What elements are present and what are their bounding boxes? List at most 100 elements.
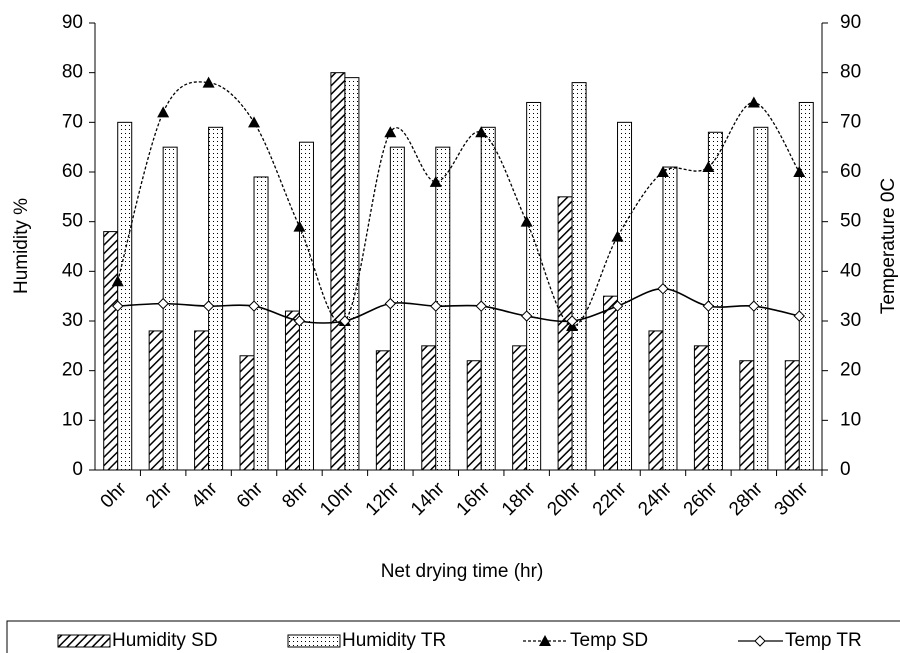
bar	[253, 176, 269, 471]
bar	[571, 82, 587, 471]
y-tick-label: 30	[62, 310, 83, 331]
bar	[284, 310, 300, 471]
marker	[748, 300, 760, 312]
bar	[512, 345, 528, 471]
y-axis-title: Humidity %	[11, 198, 32, 294]
y-tick-label: 90	[62, 12, 83, 33]
legend-marker	[539, 635, 551, 646]
bar	[603, 295, 619, 471]
y2-tick-label: 60	[840, 161, 861, 182]
bar	[344, 77, 360, 471]
x-tick-label: 22hr	[589, 478, 631, 520]
x-tick-label: 28hr	[725, 478, 767, 520]
marker	[339, 315, 351, 327]
bar	[421, 345, 437, 471]
bar	[208, 126, 224, 471]
x-tick-label: 0hr	[97, 478, 132, 513]
legend-key	[57, 634, 111, 648]
marker	[702, 300, 715, 312]
marker	[611, 230, 624, 242]
x-tick-label: 4hr	[187, 478, 222, 513]
bar	[103, 231, 119, 471]
y2-tick-label: 90	[840, 12, 861, 33]
marker	[657, 283, 669, 295]
marker	[157, 297, 169, 310]
legend-label: Temp SD	[570, 630, 648, 651]
bar	[662, 166, 678, 471]
y-tick-label: 50	[62, 211, 83, 232]
marker	[157, 106, 170, 118]
y-tick-label: 70	[62, 111, 83, 132]
bar	[707, 131, 723, 471]
y2-tick-label: 50	[840, 211, 861, 232]
y-tick-label: 40	[62, 260, 83, 281]
bar	[739, 360, 755, 471]
line	[117, 287, 800, 324]
legend-label: Humidity SD	[112, 630, 218, 651]
marker	[111, 275, 124, 287]
y2-tick-label: 10	[840, 409, 861, 430]
x-tick-label: 16hr	[453, 478, 495, 520]
bar	[466, 360, 482, 471]
marker	[202, 76, 215, 88]
marker	[293, 220, 306, 232]
bar	[298, 141, 314, 471]
y-tick-label: 80	[62, 62, 83, 83]
y2-tick-label: 70	[840, 111, 861, 132]
y-tick-label: 10	[62, 409, 83, 430]
legend-label: Temp TR	[785, 630, 862, 651]
marker	[293, 315, 306, 327]
bar	[194, 330, 210, 471]
bar	[557, 196, 573, 471]
y2-tick-label: 0	[840, 459, 851, 480]
bar	[330, 72, 346, 471]
y2-tick-label: 40	[840, 260, 861, 281]
y-tick-label: 0	[72, 459, 83, 480]
marker	[520, 310, 533, 322]
legend-key	[287, 634, 341, 648]
x-tick-label: 8hr	[278, 478, 313, 513]
marker	[566, 315, 578, 327]
y2-tick-label: 20	[840, 360, 861, 381]
marker	[248, 116, 261, 128]
y2-tick-label: 80	[840, 62, 861, 83]
bar	[617, 121, 633, 471]
bar	[389, 146, 405, 471]
line	[117, 81, 800, 327]
bar	[526, 101, 542, 471]
marker	[611, 300, 624, 312]
marker	[702, 161, 715, 173]
x-tick-label: 20hr	[543, 478, 585, 520]
x-axis-title: Net drying time (hr)	[381, 561, 544, 582]
x-tick-label: 6hr	[233, 478, 268, 513]
marker	[430, 300, 442, 312]
marker	[202, 300, 215, 312]
bar	[162, 146, 178, 471]
x-tick-label: 12hr	[362, 478, 404, 520]
x-tick-label: 14hr	[407, 478, 449, 520]
bar	[117, 121, 133, 471]
x-tick-label: 30hr	[771, 478, 813, 520]
legend-marker	[754, 635, 766, 647]
bar	[798, 101, 814, 471]
marker	[747, 96, 760, 108]
x-tick-label: 18hr	[498, 478, 540, 520]
marker	[384, 126, 397, 138]
legend-box	[6, 620, 900, 653]
bar	[375, 350, 391, 471]
marker	[248, 300, 260, 312]
marker	[475, 300, 487, 312]
bar	[480, 126, 496, 471]
x-tick-label: 24hr	[634, 478, 676, 520]
bar	[648, 330, 664, 471]
legend-label: Humidity TR	[342, 630, 446, 651]
marker	[793, 166, 806, 177]
marker	[656, 166, 669, 177]
y-tick-label: 60	[62, 161, 83, 182]
x-tick-label: 10hr	[316, 478, 358, 520]
marker	[520, 215, 533, 227]
marker	[793, 310, 805, 322]
marker	[429, 175, 442, 187]
y2-axis-title: Temperature 0C	[878, 178, 899, 314]
